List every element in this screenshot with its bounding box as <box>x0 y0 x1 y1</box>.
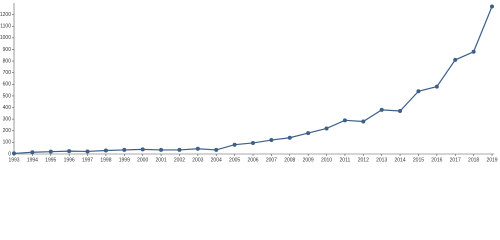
x-tick-label: 1996 <box>64 157 75 163</box>
data-point <box>361 119 366 124</box>
data-point <box>177 147 182 152</box>
x-tick-label: 2009 <box>303 157 314 163</box>
page: {"chart_data": {"type": "line", "x": [19… <box>0 3 498 164</box>
y-tick-label: 1200 <box>0 12 11 18</box>
data-point <box>48 149 53 154</box>
data-point <box>12 151 16 156</box>
x-tick-label: 2005 <box>229 157 240 163</box>
y-tick-label: 700 <box>3 70 12 76</box>
data-point <box>251 140 255 145</box>
y-tick-label: 900 <box>3 47 12 53</box>
x-tick-label: 2019 <box>486 157 497 163</box>
data-point <box>269 138 274 143</box>
y-tick-label: 1100 <box>0 24 11 30</box>
data-point <box>287 135 292 140</box>
y-tick-label: 200 <box>3 128 12 134</box>
x-tick-label: 2013 <box>376 157 387 163</box>
data-point <box>453 57 458 62</box>
y-tick-label: 1000 <box>0 35 11 41</box>
x-tick-label: 2007 <box>266 157 277 163</box>
y-tick-label: 100 <box>3 140 12 146</box>
data-point <box>342 118 347 123</box>
x-tick-label: 2002 <box>174 157 185 163</box>
x-tick-label: 2011 <box>340 157 351 163</box>
x-tick-label: 2004 <box>211 157 222 163</box>
x-tick-label: 2018 <box>468 157 479 163</box>
x-tick-label: 1994 <box>27 157 38 163</box>
data-point <box>85 149 90 154</box>
x-tick-label: 2010 <box>321 157 332 163</box>
x-tick-label: 2012 <box>358 157 369 163</box>
x-tick-label: 2001 <box>156 157 167 163</box>
data-point <box>379 107 384 112</box>
x-tick-label: 2016 <box>431 157 442 163</box>
x-tick-label: 1997 <box>82 157 93 163</box>
data-point <box>471 49 476 54</box>
y-tick-label: 300 <box>3 116 12 122</box>
x-tick-label: 1999 <box>119 157 130 163</box>
data-point <box>122 147 127 152</box>
x-tick-label: 1993 <box>8 157 19 163</box>
y-tick-label: 800 <box>3 58 12 64</box>
x-tick-label: 2017 <box>450 157 461 163</box>
x-tick-label: 2015 <box>413 157 424 163</box>
data-point <box>67 149 72 154</box>
data-point <box>416 89 421 94</box>
x-tick-label: 1995 <box>45 157 56 163</box>
data-point <box>103 148 108 153</box>
data-point <box>434 84 439 89</box>
y-tick-label: 500 <box>3 93 12 99</box>
data-point <box>214 147 219 152</box>
data-point <box>398 109 403 114</box>
chart: 0 100 200 300 400 500 600 700 800 900 1000 1100 1200… <box>0 3 498 163</box>
data-point <box>490 4 494 9</box>
data-line <box>13 6 493 155</box>
y-tick-label: 400 <box>3 105 12 111</box>
y-tick-label: 0 <box>8 151 11 157</box>
x-tick-label: 1998 <box>100 157 111 163</box>
data-point <box>324 126 329 131</box>
data-point <box>140 147 145 152</box>
x-tick-label: 2003 <box>192 157 203 163</box>
data-point <box>232 142 237 147</box>
y-tick-label: 600 <box>3 82 12 88</box>
data-point <box>306 131 311 136</box>
data-point <box>30 150 35 155</box>
x-tick-label: 2000 <box>137 157 148 163</box>
data-point <box>159 147 164 152</box>
data-point <box>195 146 200 151</box>
x-tick-label: 2008 <box>284 157 295 163</box>
x-tick-label: 2014 <box>395 157 406 163</box>
x-tick-label: 2006 <box>247 157 258 163</box>
